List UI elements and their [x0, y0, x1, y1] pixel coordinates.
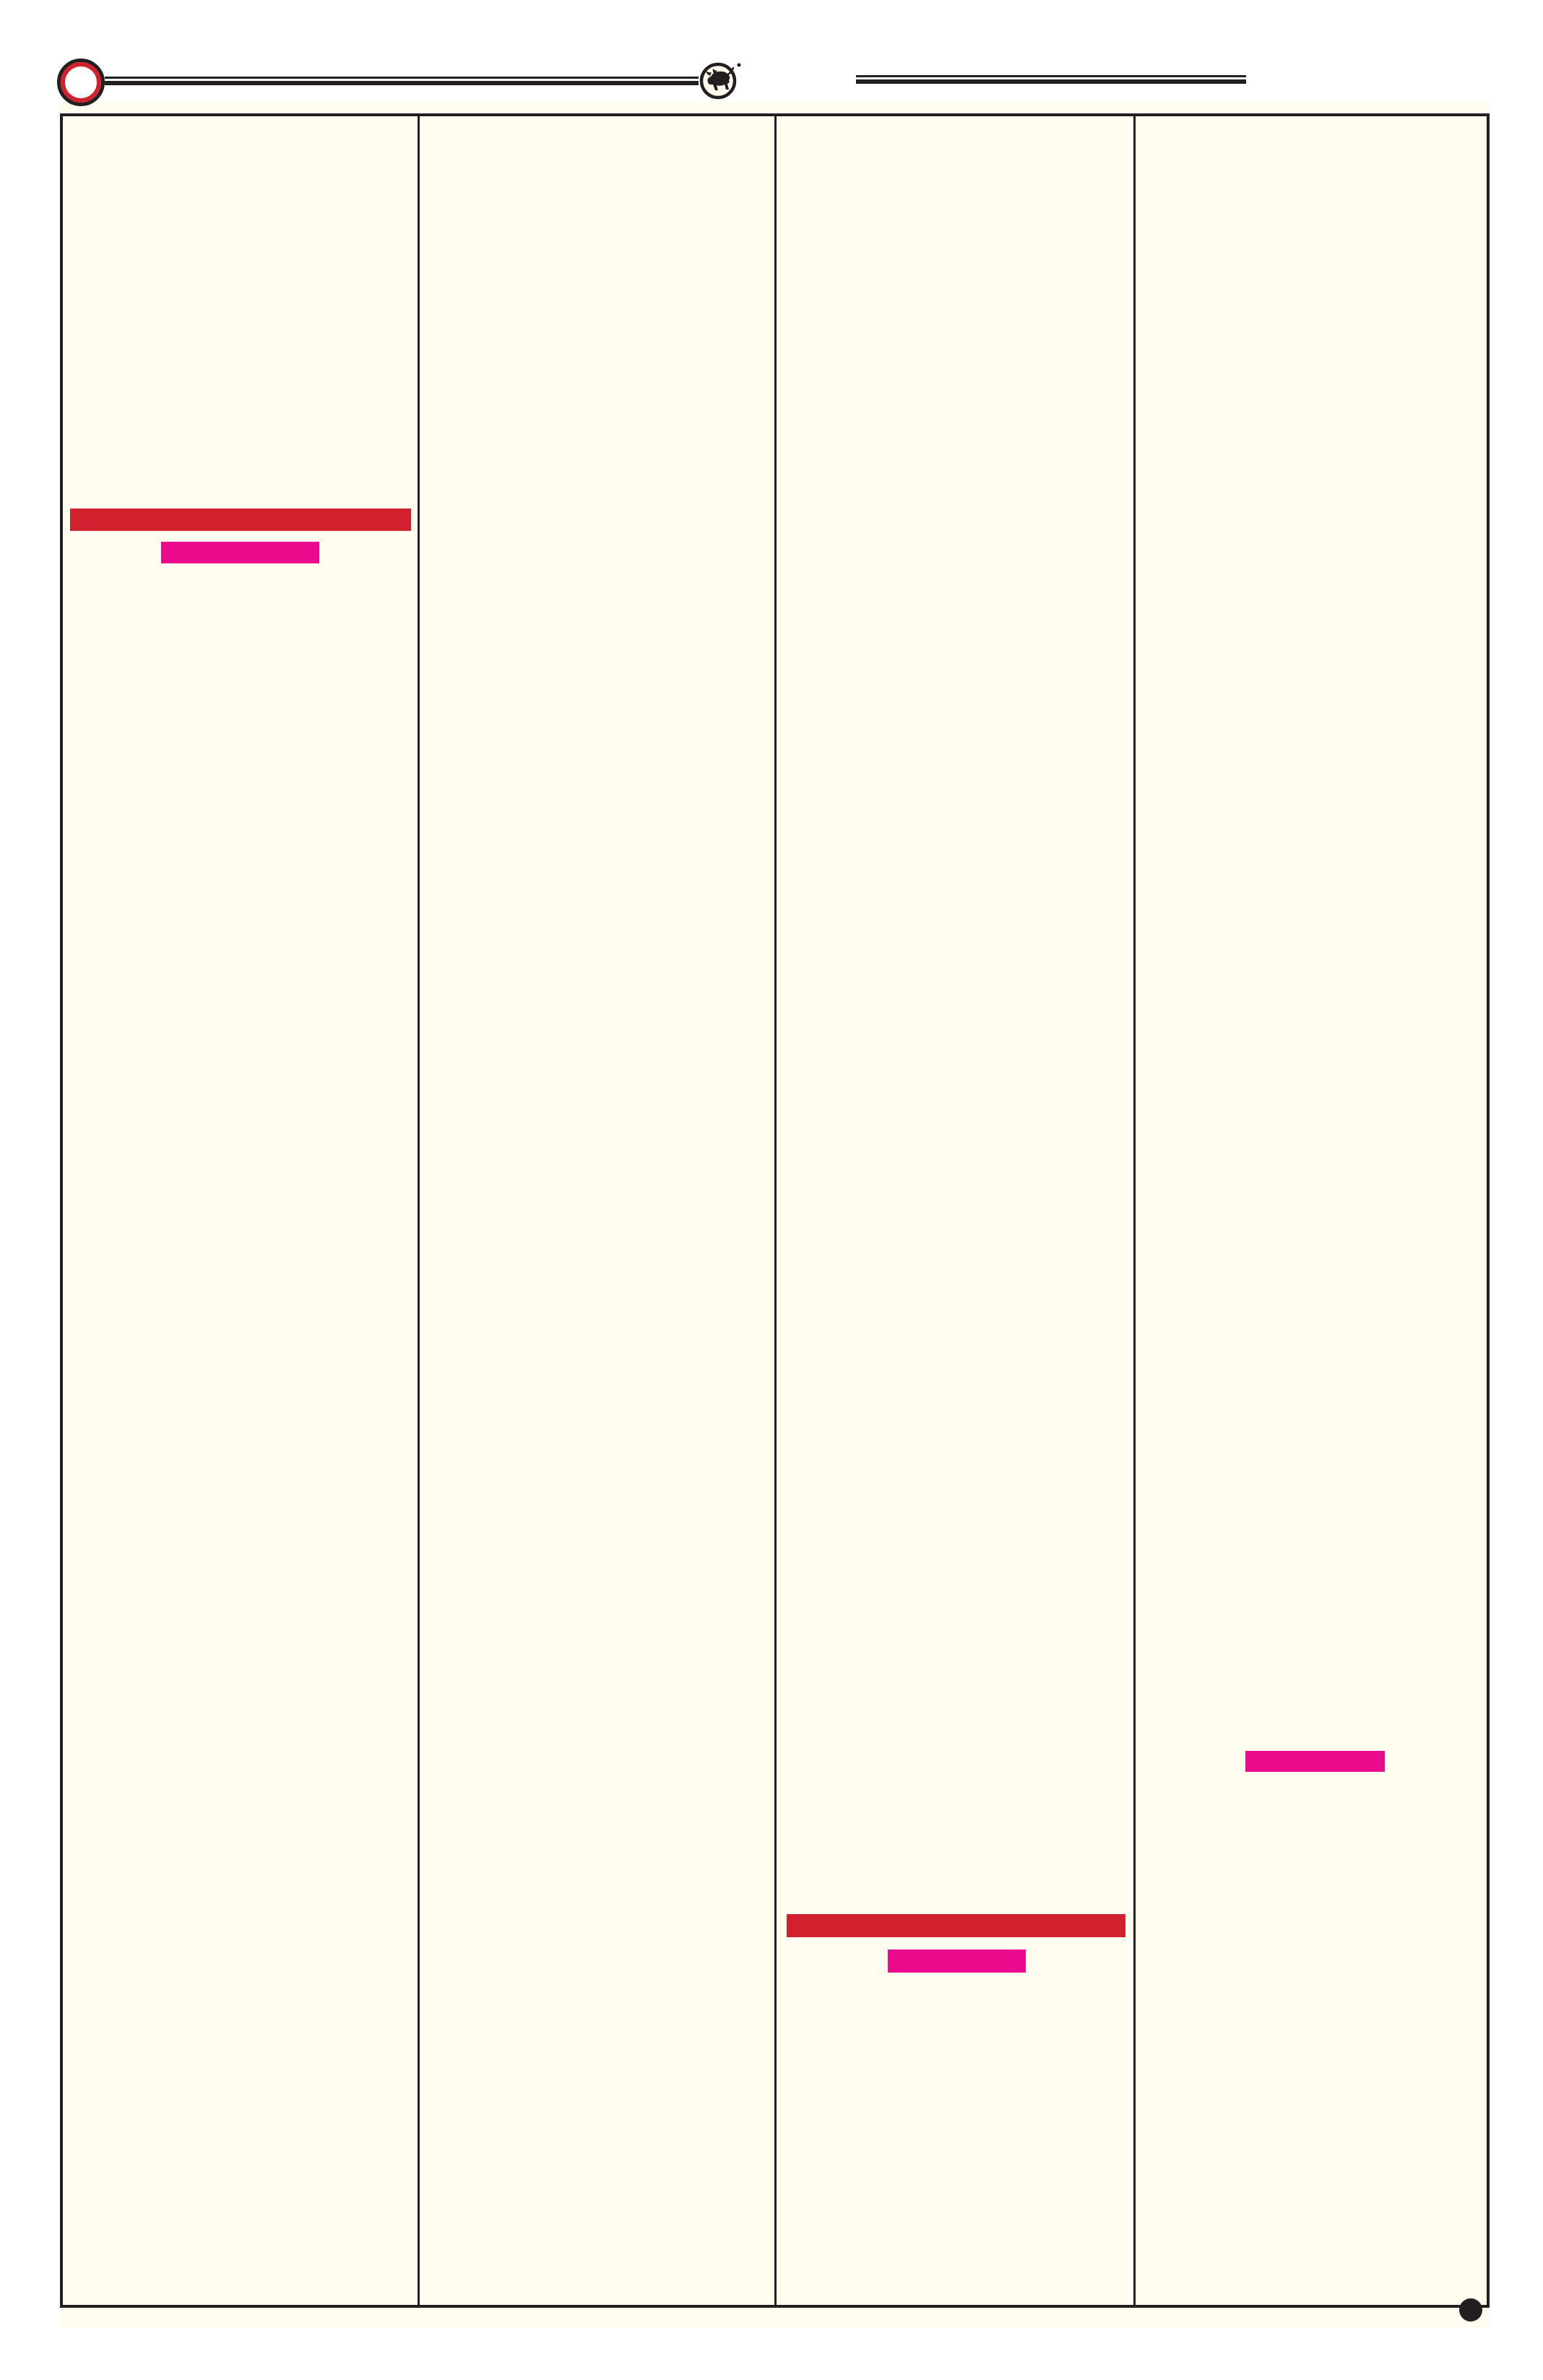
bar-pink-col3 — [888, 1950, 1026, 1973]
bar-red-col3 — [787, 1914, 1125, 1937]
header-rule-left-thick — [105, 81, 699, 85]
header-rule-right-thick — [856, 79, 1246, 84]
bar-pink-col1 — [161, 542, 319, 563]
column-divider — [418, 115, 420, 2306]
column-divider — [1133, 115, 1136, 2306]
bar-red-col1 — [70, 509, 411, 531]
header-rule-left-thin — [105, 77, 699, 79]
header-rule-right-thin — [856, 75, 1246, 77]
page-end-dot — [1459, 2298, 1482, 2321]
column-divider — [774, 115, 777, 2306]
ring-ornament — [57, 59, 105, 106]
ring-ornament-red-ring — [61, 62, 101, 103]
bar-pink-col4 — [1245, 1751, 1385, 1772]
bull-emblem-icon — [699, 62, 741, 100]
